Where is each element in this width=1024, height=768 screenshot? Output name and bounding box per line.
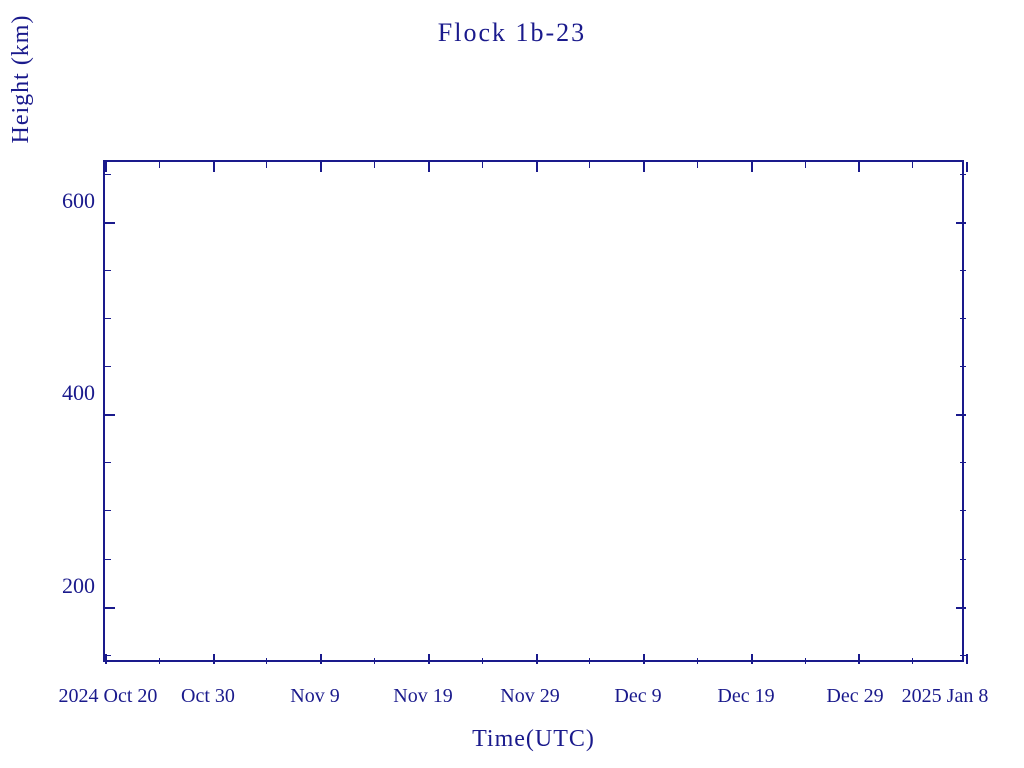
x-tick-major <box>213 654 215 664</box>
x-tick-label-3: Nov 19 <box>378 685 468 708</box>
x-tick-minor-top <box>697 162 698 168</box>
y-axis-label: Height (km) <box>8 0 35 330</box>
x-tick-major-top <box>428 162 430 172</box>
x-tick-minor <box>805 658 806 664</box>
y-tick-label-600: 600 <box>40 188 95 214</box>
y-tick-major-right <box>956 222 966 224</box>
y-tick-minor-right <box>960 318 966 319</box>
y-tick-minor-right <box>960 270 966 271</box>
x-tick-minor-top <box>374 162 375 168</box>
y-tick-label-400: 400 <box>40 380 95 406</box>
y-tick-minor <box>105 366 111 367</box>
x-tick-label-4: Nov 29 <box>485 685 575 708</box>
x-tick-major-top <box>751 162 753 172</box>
x-tick-label-5: Dec 9 <box>593 685 683 708</box>
x-tick-minor-top <box>589 162 590 168</box>
x-tick-major <box>105 654 107 664</box>
x-tick-minor-top <box>805 162 806 168</box>
x-tick-label-2: Nov 9 <box>270 685 360 708</box>
y-tick-minor-right <box>960 174 966 175</box>
plot-area <box>103 160 964 662</box>
x-tick-major-top <box>966 162 968 172</box>
y-tick-major-400 <box>105 414 115 416</box>
x-tick-major <box>428 654 430 664</box>
x-tick-minor <box>482 658 483 664</box>
x-tick-label-1: Oct 30 <box>163 685 253 708</box>
y-tick-minor-right <box>960 559 966 560</box>
x-tick-minor <box>266 658 267 664</box>
y-tick-minor-right <box>960 366 966 367</box>
chart-title: Flock 1b-23 <box>0 18 1024 48</box>
x-tick-minor-top <box>912 162 913 168</box>
y-tick-major-right <box>956 607 966 609</box>
x-tick-major <box>751 654 753 664</box>
x-tick-label-6: Dec 19 <box>701 685 791 708</box>
x-tick-label-8: 2025 Jan 8 <box>885 685 1005 708</box>
x-tick-major <box>643 654 645 664</box>
y-tick-minor-right <box>960 462 966 463</box>
x-tick-minor <box>912 658 913 664</box>
y-tick-minor <box>105 510 111 511</box>
x-tick-minor <box>589 658 590 664</box>
x-tick-major-top <box>213 162 215 172</box>
x-tick-major-top <box>643 162 645 172</box>
y-tick-minor <box>105 462 111 463</box>
x-axis-label: Time(UTC) <box>103 726 964 753</box>
y-tick-major-right <box>956 414 966 416</box>
x-tick-major-top <box>105 162 107 172</box>
x-tick-major-top <box>320 162 322 172</box>
y-tick-minor <box>105 270 111 271</box>
x-tick-label-0: 2024 Oct 20 <box>48 685 168 708</box>
x-tick-minor <box>697 658 698 664</box>
chart-container: Flock 1b-23 <box>0 0 1024 768</box>
y-tick-label-200: 200 <box>40 573 95 599</box>
x-tick-minor <box>374 658 375 664</box>
x-tick-minor-top <box>266 162 267 168</box>
y-tick-major-200 <box>105 607 115 609</box>
y-tick-major-600 <box>105 222 115 224</box>
x-tick-major-top <box>858 162 860 172</box>
x-tick-minor-top <box>159 162 160 168</box>
y-tick-minor <box>105 559 111 560</box>
x-tick-minor-top <box>482 162 483 168</box>
x-tick-major-top <box>536 162 538 172</box>
y-tick-minor <box>105 174 111 175</box>
x-tick-major <box>536 654 538 664</box>
x-tick-major <box>858 654 860 664</box>
x-tick-major <box>320 654 322 664</box>
y-tick-minor <box>105 318 111 319</box>
y-tick-minor-right <box>960 510 966 511</box>
x-tick-minor <box>159 658 160 664</box>
x-tick-major <box>966 654 968 664</box>
